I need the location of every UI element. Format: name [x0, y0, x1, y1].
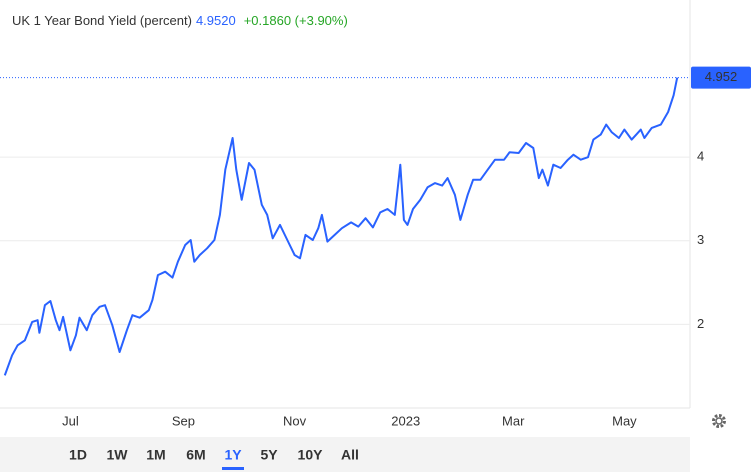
- range-button[interactable]: 1W: [107, 447, 129, 463]
- range-bar: [0, 437, 690, 472]
- x-tick-label: Jul: [62, 413, 79, 428]
- header: UK 1 Year Bond Yield (percent) 4.9520 +0.1…: [12, 13, 348, 28]
- y-tick-label: 4: [697, 149, 704, 164]
- x-tick-label: 2023: [391, 413, 420, 428]
- y-tick-label: 2: [697, 316, 704, 331]
- range-button[interactable]: 1M: [146, 447, 165, 463]
- last-value-badge: [691, 66, 751, 89]
- settings-icon[interactable]: [712, 414, 726, 428]
- x-tick-label: Mar: [502, 413, 525, 428]
- range-underline: [222, 467, 244, 470]
- last-value-label: 4.952: [705, 69, 738, 84]
- x-tick-label: May: [612, 413, 637, 428]
- price-line: [3, 77, 679, 376]
- range-button[interactable]: 1D: [69, 447, 87, 463]
- range-button[interactable]: 6M: [186, 447, 205, 463]
- x-tick-label: Sep: [172, 413, 195, 428]
- quote: 4.9520: [196, 13, 236, 28]
- change: +0.1860 (+3.90%): [244, 13, 348, 28]
- range-button[interactable]: 10Y: [298, 447, 324, 463]
- y-tick-label: 3: [697, 232, 704, 247]
- range-button[interactable]: 1Y: [224, 447, 242, 463]
- chart-title: UK 1 Year Bond Yield (percent): [12, 13, 192, 28]
- range-button[interactable]: 5Y: [260, 447, 278, 463]
- x-tick-label: Nov: [283, 413, 307, 428]
- range-button[interactable]: All: [341, 447, 359, 463]
